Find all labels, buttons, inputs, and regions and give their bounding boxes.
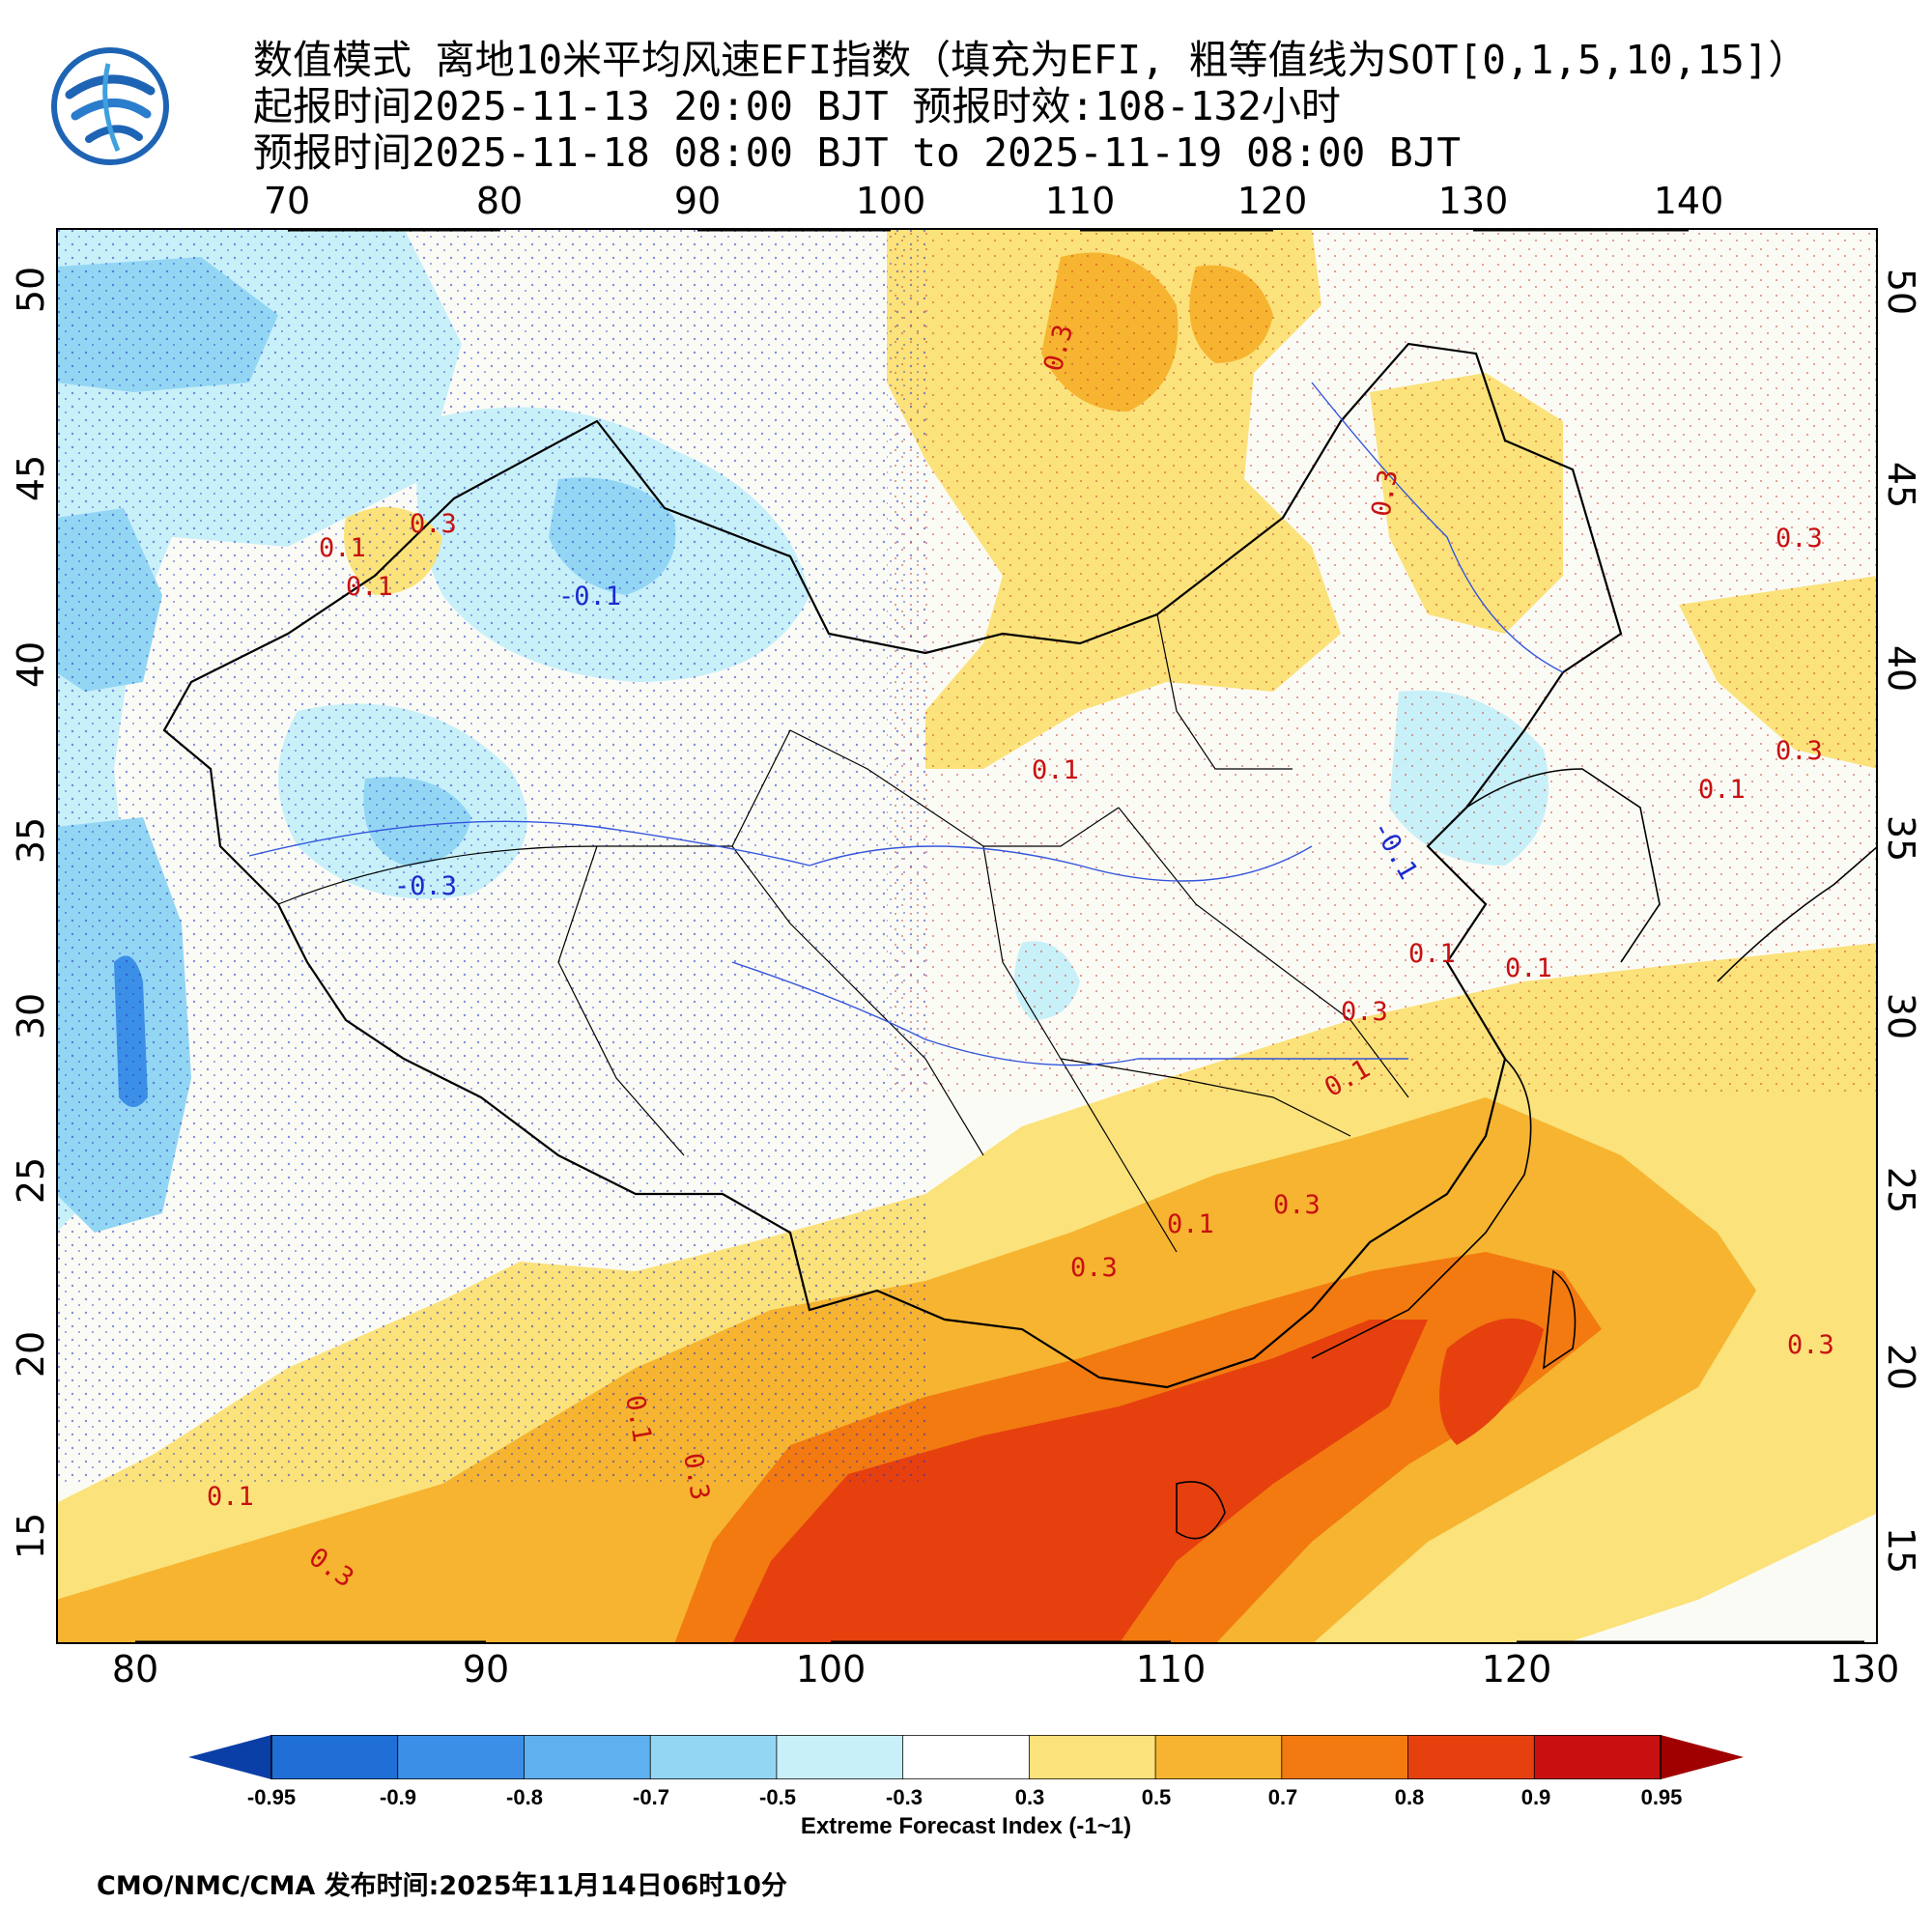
- bottom-lon-label: 110: [1135, 1648, 1207, 1690]
- contour-dots-blue: [56, 228, 925, 1484]
- right-lat-label: 50: [1880, 268, 1922, 316]
- right-lat-label: 30: [1880, 992, 1922, 1040]
- colorbar-cell: [776, 1735, 904, 1779]
- top-lon-label: 140: [1653, 180, 1724, 222]
- left-lat-label: 50: [10, 266, 52, 314]
- right-lat-label: 15: [1880, 1526, 1922, 1575]
- coastline: [1176, 768, 1878, 1540]
- top-lon-label: 130: [1437, 180, 1509, 222]
- colorbar-label: 0.9: [1520, 1785, 1551, 1809]
- bottom-lon-label: 100: [795, 1648, 867, 1690]
- contour-label: 0.1: [346, 572, 393, 602]
- colorbar-label: 0.95: [1640, 1785, 1683, 1809]
- footer-issue-time: CMO/NMC/CMA 发布时间:2025年11月14日06时10分: [97, 1871, 787, 1901]
- left-lat-label: 20: [10, 1330, 52, 1378]
- colorbar-label: 0.8: [1394, 1785, 1425, 1809]
- left-lat-label: 15: [10, 1512, 52, 1560]
- contour-label: 0.1: [1698, 775, 1746, 805]
- efi-region-red: [1439, 1318, 1544, 1445]
- contour-label: 0.3: [1341, 997, 1388, 1027]
- right-lat-label: 20: [1880, 1343, 1922, 1391]
- cma-logo-icon: [51, 47, 169, 165]
- colorbar-arrow-low: [188, 1735, 271, 1779]
- left-lat-label: 30: [10, 992, 52, 1040]
- colorbar-label: 0.5: [1141, 1785, 1172, 1809]
- colorbar-cell: [1028, 1735, 1156, 1779]
- colorbar-label: 0.7: [1267, 1785, 1298, 1809]
- top-lon-label: 80: [475, 180, 524, 222]
- contour-label: 0.3: [1776, 524, 1823, 554]
- efi-map: 0.3 0.1 0.3 -0.1 0.1 0.3 -0.3 0.3 0.1 0.…: [56, 228, 1878, 1644]
- right-lat-label: 45: [1880, 461, 1922, 509]
- colorbar-label: 0.3: [1014, 1785, 1045, 1809]
- colorbar-label: -0.9: [380, 1785, 416, 1809]
- left-lat-label: 35: [10, 816, 52, 865]
- colorbar-label: -0.7: [633, 1785, 669, 1809]
- left-lat-label: 25: [10, 1156, 52, 1205]
- colorbar-arrow-high: [1661, 1735, 1744, 1779]
- right-lat-label: 40: [1880, 644, 1922, 693]
- colorbar-cell: [524, 1735, 652, 1779]
- colorbar-cell: [1154, 1735, 1283, 1779]
- colorbar-label: -0.95: [246, 1785, 297, 1809]
- contour-label: 0.3: [1273, 1190, 1321, 1220]
- top-lon-label: 110: [1044, 180, 1116, 222]
- bottom-lon-label: 80: [111, 1648, 159, 1690]
- map-title: 数值模式 离地10米平均风速EFI指数（填充为EFI, 粗等值线为SOT[0,1…: [253, 37, 1808, 83]
- colorbar-label: -0.5: [759, 1785, 796, 1809]
- colorbar-cell: [1407, 1735, 1536, 1779]
- colorbar-title: Extreme Forecast Index (-1~1): [800, 1813, 1132, 1839]
- contour-label: -0.3: [394, 871, 457, 901]
- contour-label: 0.3: [410, 509, 457, 539]
- colorbar: [188, 1735, 1744, 1779]
- colorbar-cell: [902, 1735, 1031, 1779]
- top-lon-label: 70: [263, 180, 311, 222]
- top-lon-label: 120: [1236, 180, 1308, 222]
- left-lat-label: 45: [10, 454, 52, 502]
- bottom-lon-label: 130: [1829, 1648, 1900, 1690]
- contour-dots-red: [887, 228, 1878, 1097]
- bottom-lon-label: 90: [462, 1648, 510, 1690]
- init-time: 起报时间2025-11-13 20:00 BJT 预报时效:108-132小时: [253, 83, 1341, 129]
- efi-region-red: [732, 1320, 1428, 1644]
- contour-label: 0.1: [1032, 755, 1079, 785]
- contour-label: 0.1: [1408, 939, 1456, 969]
- top-lon-label: 90: [673, 180, 722, 222]
- contour-label: 0.3: [1776, 736, 1823, 766]
- contour-label: 0.1: [319, 533, 366, 563]
- province-lines: [277, 613, 1409, 1253]
- valid-time: 预报时间2025-11-18 08:00 BJT to 2025-11-19 0…: [253, 129, 1462, 176]
- colorbar-cell: [270, 1735, 399, 1779]
- colorbar-cell: [397, 1735, 526, 1779]
- contour-label: 0.1: [1505, 953, 1552, 983]
- colorbar-cell: [1533, 1735, 1662, 1779]
- colorbar-cell: [1281, 1735, 1409, 1779]
- colorbar-label: -0.3: [886, 1785, 923, 1809]
- bottom-lon-label: 120: [1481, 1648, 1552, 1690]
- contour-label: 0.1: [207, 1482, 254, 1512]
- top-lon-label: 100: [855, 180, 926, 222]
- contour-label: -0.1: [558, 582, 621, 611]
- rivers: [248, 382, 1564, 1066]
- china-border: [162, 342, 1623, 1389]
- contour-label: 0.3: [1787, 1330, 1834, 1360]
- colorbar-cell: [649, 1735, 778, 1779]
- colorbar-label: -0.8: [506, 1785, 543, 1809]
- contour-label: 0.3: [1070, 1253, 1118, 1283]
- contour-label: 0.1: [1167, 1209, 1214, 1239]
- right-lat-label: 25: [1880, 1166, 1922, 1214]
- left-lat-label: 40: [10, 640, 52, 689]
- right-lat-label: 35: [1880, 814, 1922, 863]
